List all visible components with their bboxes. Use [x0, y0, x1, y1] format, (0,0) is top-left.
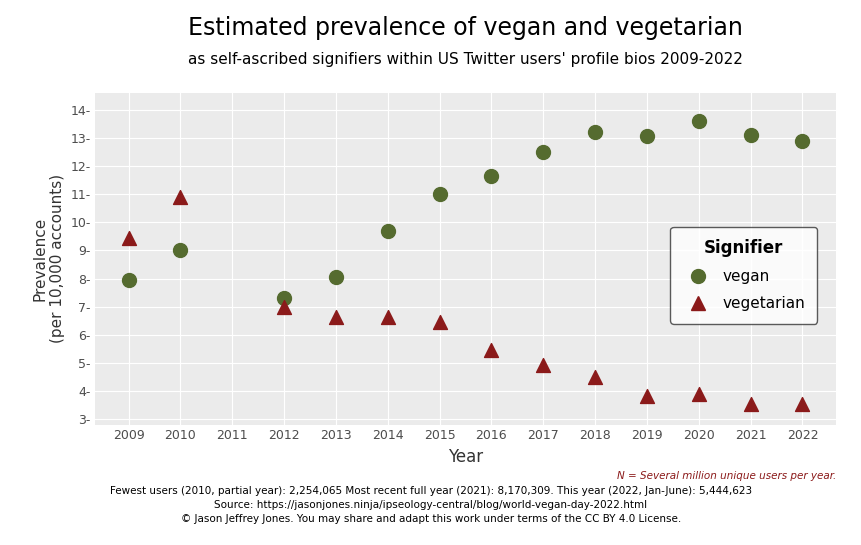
- vegan: [381, 226, 394, 235]
- vegan: [329, 273, 343, 282]
- vegetarian: [121, 233, 135, 242]
- vegan: [484, 171, 498, 180]
- vegan: [743, 131, 757, 140]
- vegan: [432, 190, 446, 198]
- vegetarian: [329, 312, 343, 321]
- vegan: [536, 148, 549, 156]
- vegan: [277, 294, 291, 302]
- vegetarian: [536, 360, 549, 369]
- vegetarian: [691, 390, 705, 398]
- vegetarian: [381, 312, 394, 321]
- Text: as self-ascribed signifiers within US Twitter users' profile bios 2009-2022: as self-ascribed signifiers within US Tw…: [188, 52, 742, 67]
- vegetarian: [432, 318, 446, 326]
- vegan: [795, 136, 808, 145]
- Legend: vegan, vegetarian: vegan, vegetarian: [670, 227, 816, 324]
- Text: N = Several million unique users per year.: N = Several million unique users per yea…: [616, 471, 835, 481]
- X-axis label: Year: Year: [448, 448, 482, 466]
- vegetarian: [484, 346, 498, 355]
- vegetarian: [173, 192, 187, 201]
- vegetarian: [639, 391, 653, 400]
- Text: Fewest users (2010, partial year): 2,254,065 Most recent full year (2021): 8,170: Fewest users (2010, partial year): 2,254…: [110, 486, 751, 496]
- vegetarian: [587, 373, 601, 382]
- Text: Source: https://jasonjones.ninja/ipseology-central/blog/world-vegan-day-2022.htm: Source: https://jasonjones.ninja/ipseolo…: [214, 500, 647, 510]
- vegan: [639, 132, 653, 141]
- vegan: [121, 276, 135, 284]
- vegan: [173, 246, 187, 255]
- Text: © Jason Jeffrey Jones. You may share and adapt this work under terms of the CC B: © Jason Jeffrey Jones. You may share and…: [181, 514, 680, 524]
- vegetarian: [277, 302, 291, 311]
- vegan: [587, 128, 601, 136]
- vegan: [691, 117, 705, 125]
- vegetarian: [743, 399, 757, 408]
- vegetarian: [795, 399, 808, 408]
- Text: Estimated prevalence of vegan and vegetarian: Estimated prevalence of vegan and vegeta…: [188, 16, 742, 40]
- Y-axis label: Prevalence
(per 10,000 accounts): Prevalence (per 10,000 accounts): [32, 174, 65, 343]
